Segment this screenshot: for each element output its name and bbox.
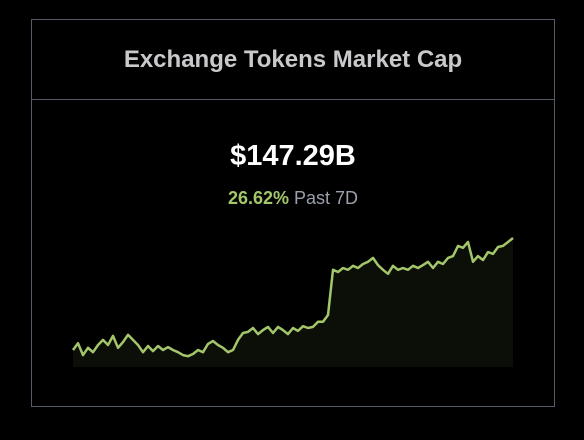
card-title: Exchange Tokens Market Cap (123, 45, 463, 73)
card: Exchange Tokens Market Cap $147.29B 26.6… (31, 19, 555, 407)
area-fill (73, 238, 513, 367)
card-header: Exchange Tokens Market Cap (32, 20, 554, 100)
change-percent: 26.62% (227, 188, 289, 208)
market-cap-value: $147.29B (230, 140, 356, 172)
change-period: Past 7D (294, 188, 359, 208)
sparkline (71, 237, 514, 367)
change-row: 26.62% Past 7D (32, 188, 554, 209)
price-line (71, 237, 514, 358)
